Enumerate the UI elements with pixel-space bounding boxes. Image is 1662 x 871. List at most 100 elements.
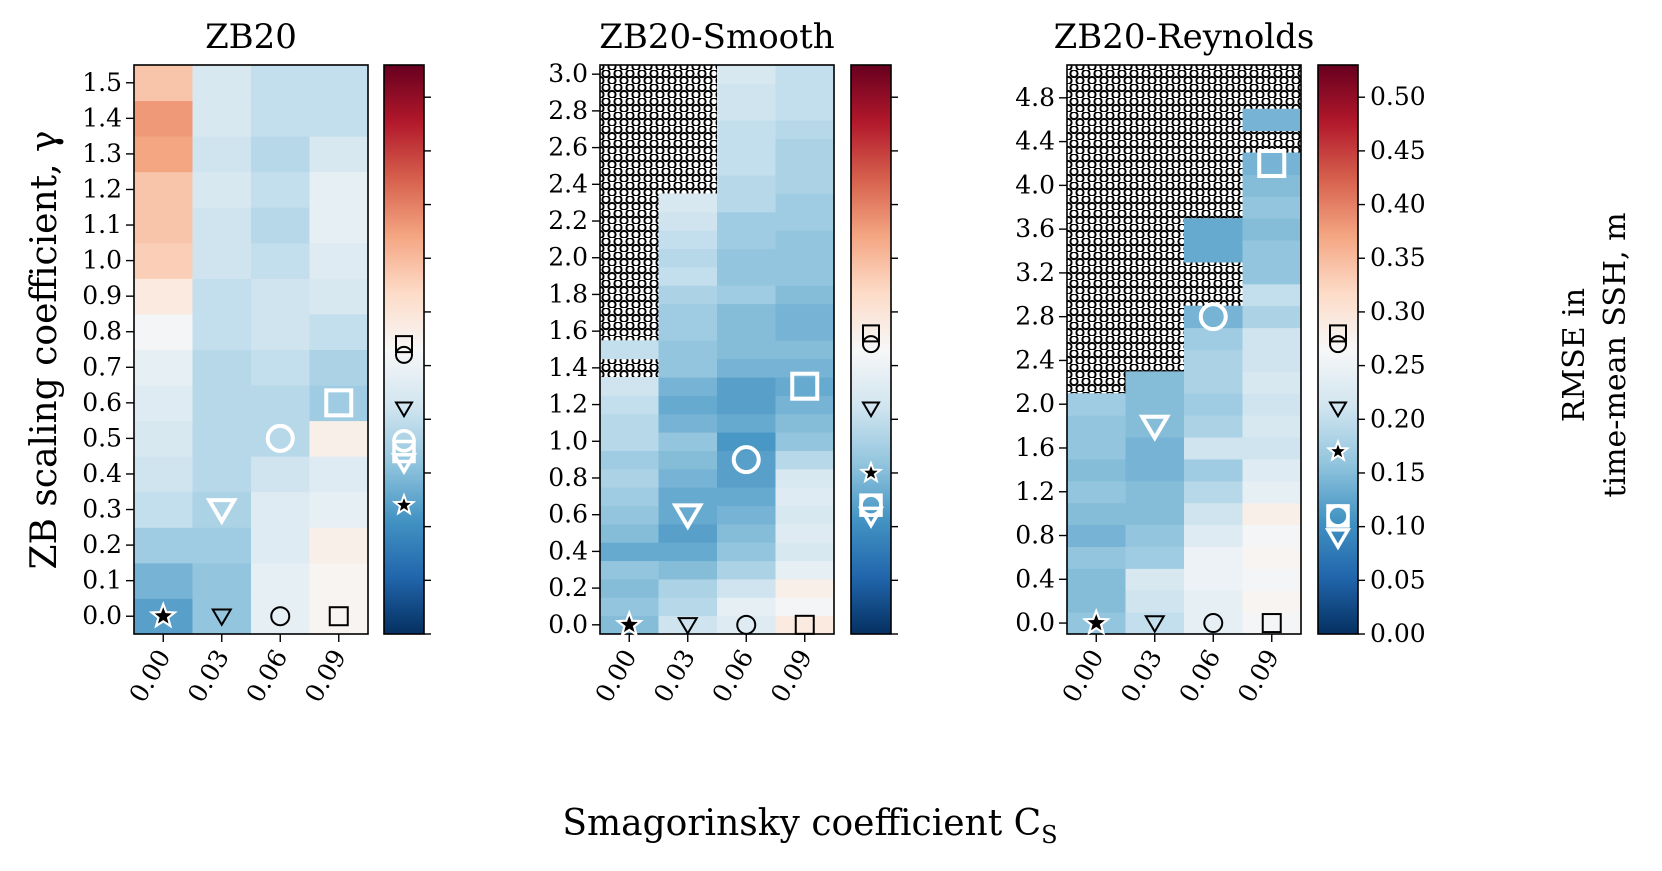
colorbar-gamma-zero-circle (395, 345, 413, 364)
y-tick-label: 0.2 (548, 573, 588, 602)
y-tick-label: 0.6 (548, 500, 588, 529)
heatmap-cell (1067, 590, 1126, 613)
colorbar-gamma-zero-triangle (861, 401, 881, 419)
heatmap-cell (658, 266, 718, 286)
panel-3: ZB20-Reynolds 0.0 0.4 0.8 1.2 1.6 2.0 2.4 2.8 3.2… (1015, 17, 1425, 707)
heatmap-cell (658, 358, 718, 378)
heatmap-cell (717, 175, 776, 194)
heatmap-cell (775, 468, 835, 488)
heatmap-cell (1067, 480, 1126, 504)
heatmap-cell (1242, 196, 1302, 219)
heatmap-cell (309, 207, 369, 244)
heatmap-cell (251, 491, 310, 528)
heatmap-cell (309, 171, 369, 208)
colorbar-gradient (851, 65, 891, 634)
heatmap-cell (600, 523, 659, 543)
heatmap-cell (251, 349, 310, 386)
heatmap-cell (1242, 568, 1302, 591)
heatmap-cell (1125, 590, 1185, 613)
heatmap-cell (1242, 502, 1302, 526)
heatmap-cell (1067, 458, 1126, 482)
heatmap-cell (600, 377, 659, 396)
heatmap-cell (309, 278, 369, 315)
heatmap-cell (1242, 218, 1302, 241)
heatmap-cell (775, 377, 835, 396)
heatmap-cell (600, 468, 659, 488)
y-tick-label: 0.7 (82, 352, 122, 381)
heatmap-cell (775, 450, 835, 470)
heatmap-cell (309, 598, 369, 635)
heatmap-cell (309, 349, 369, 386)
heatmap-cell (1184, 502, 1243, 526)
heatmap-cell (775, 523, 835, 543)
heatmap-cell (775, 321, 835, 341)
heatmap-cell (717, 505, 776, 525)
heatmap-cell (1125, 371, 1185, 394)
heatmap-cell (309, 242, 369, 279)
colorbar-optimum-square (1326, 504, 1350, 528)
heatmap-cell (1125, 393, 1185, 416)
heatmap-cell (192, 136, 252, 173)
heatmap-cell (1184, 590, 1243, 613)
heatmap-cell (1184, 218, 1243, 241)
heatmap-cell (134, 65, 193, 102)
y-tick-label: 0.0 (82, 601, 122, 630)
colorbar-frame (383, 64, 425, 635)
y-tick-label: 0.4 (82, 459, 122, 488)
heatmap-cell (1242, 546, 1302, 569)
heatmap-cell (192, 313, 252, 350)
y-tick-label: 3.0 (548, 59, 588, 88)
colorbar-tick-label: 0.50 (1370, 82, 1426, 111)
gamma-zero-square-marker (794, 614, 815, 635)
heatmap-cell (251, 385, 310, 422)
heatmap-cell (251, 313, 310, 350)
heatmap-cell (251, 242, 310, 279)
heatmap-cell (309, 491, 369, 528)
y-tick-label: 4.8 (1015, 83, 1055, 112)
heatmap-cell (775, 615, 835, 635)
heatmap-cell (658, 340, 718, 360)
colorbar-gamma-zero-triangle (394, 401, 414, 419)
heatmap-cell (1184, 240, 1243, 263)
heatmap-cell (775, 120, 835, 139)
heatmap-cell (717, 358, 776, 378)
heatmap-cell (1242, 174, 1302, 197)
y-tick-label: 1.2 (82, 174, 122, 203)
y-tick-label: 4.4 (1015, 127, 1055, 156)
heatmap-cell (192, 100, 252, 137)
y-tick-label: 1.8 (548, 279, 588, 308)
heatmap-cell (775, 285, 835, 305)
y-tick-label: 1.6 (1015, 433, 1055, 462)
heatmap-cell (1242, 152, 1302, 175)
heatmap-cell (251, 100, 310, 137)
y-tick-label: 2.4 (548, 169, 588, 198)
heatmap-cell (775, 211, 835, 231)
heatmap-cell (658, 487, 718, 507)
gamma-zero-square-marker (328, 606, 349, 627)
y-tick-label: 0.4 (1015, 564, 1055, 593)
heatmap-cell (309, 562, 369, 599)
heatmap-cell (192, 349, 252, 386)
heatmap-cell (717, 450, 776, 470)
optimum-triangle-marker (205, 498, 238, 526)
heatmap-cell (134, 562, 193, 599)
heatmap-cell (134, 242, 193, 279)
heatmap-cell (600, 578, 659, 598)
panel-2: ZB20-Smooth 0.0 0.2 0.4 0.6 0.8 1.0 1.2 1.4 1.6 1.… (548, 17, 898, 707)
optimum-triangle-marker (1138, 414, 1171, 442)
y-tick-label: 1.4 (82, 103, 122, 132)
colorbar-tick-label: 0.05 (1370, 565, 1426, 594)
heatmap-cell (251, 65, 310, 102)
heatmap-cell (717, 303, 776, 323)
panel-frame (599, 64, 835, 635)
heatmap-cell (600, 450, 659, 470)
heatmap-cell (251, 136, 310, 173)
heatmap-cell (717, 413, 776, 433)
heatmap-cell (775, 156, 835, 176)
heatmap-cell (1242, 458, 1302, 482)
colorbar-frame (850, 64, 892, 635)
colorbar-gamma-zero-square (1329, 324, 1347, 343)
panel-frame (133, 64, 369, 635)
heatmap-cell (192, 562, 252, 599)
heatmap-cell (1184, 415, 1243, 438)
